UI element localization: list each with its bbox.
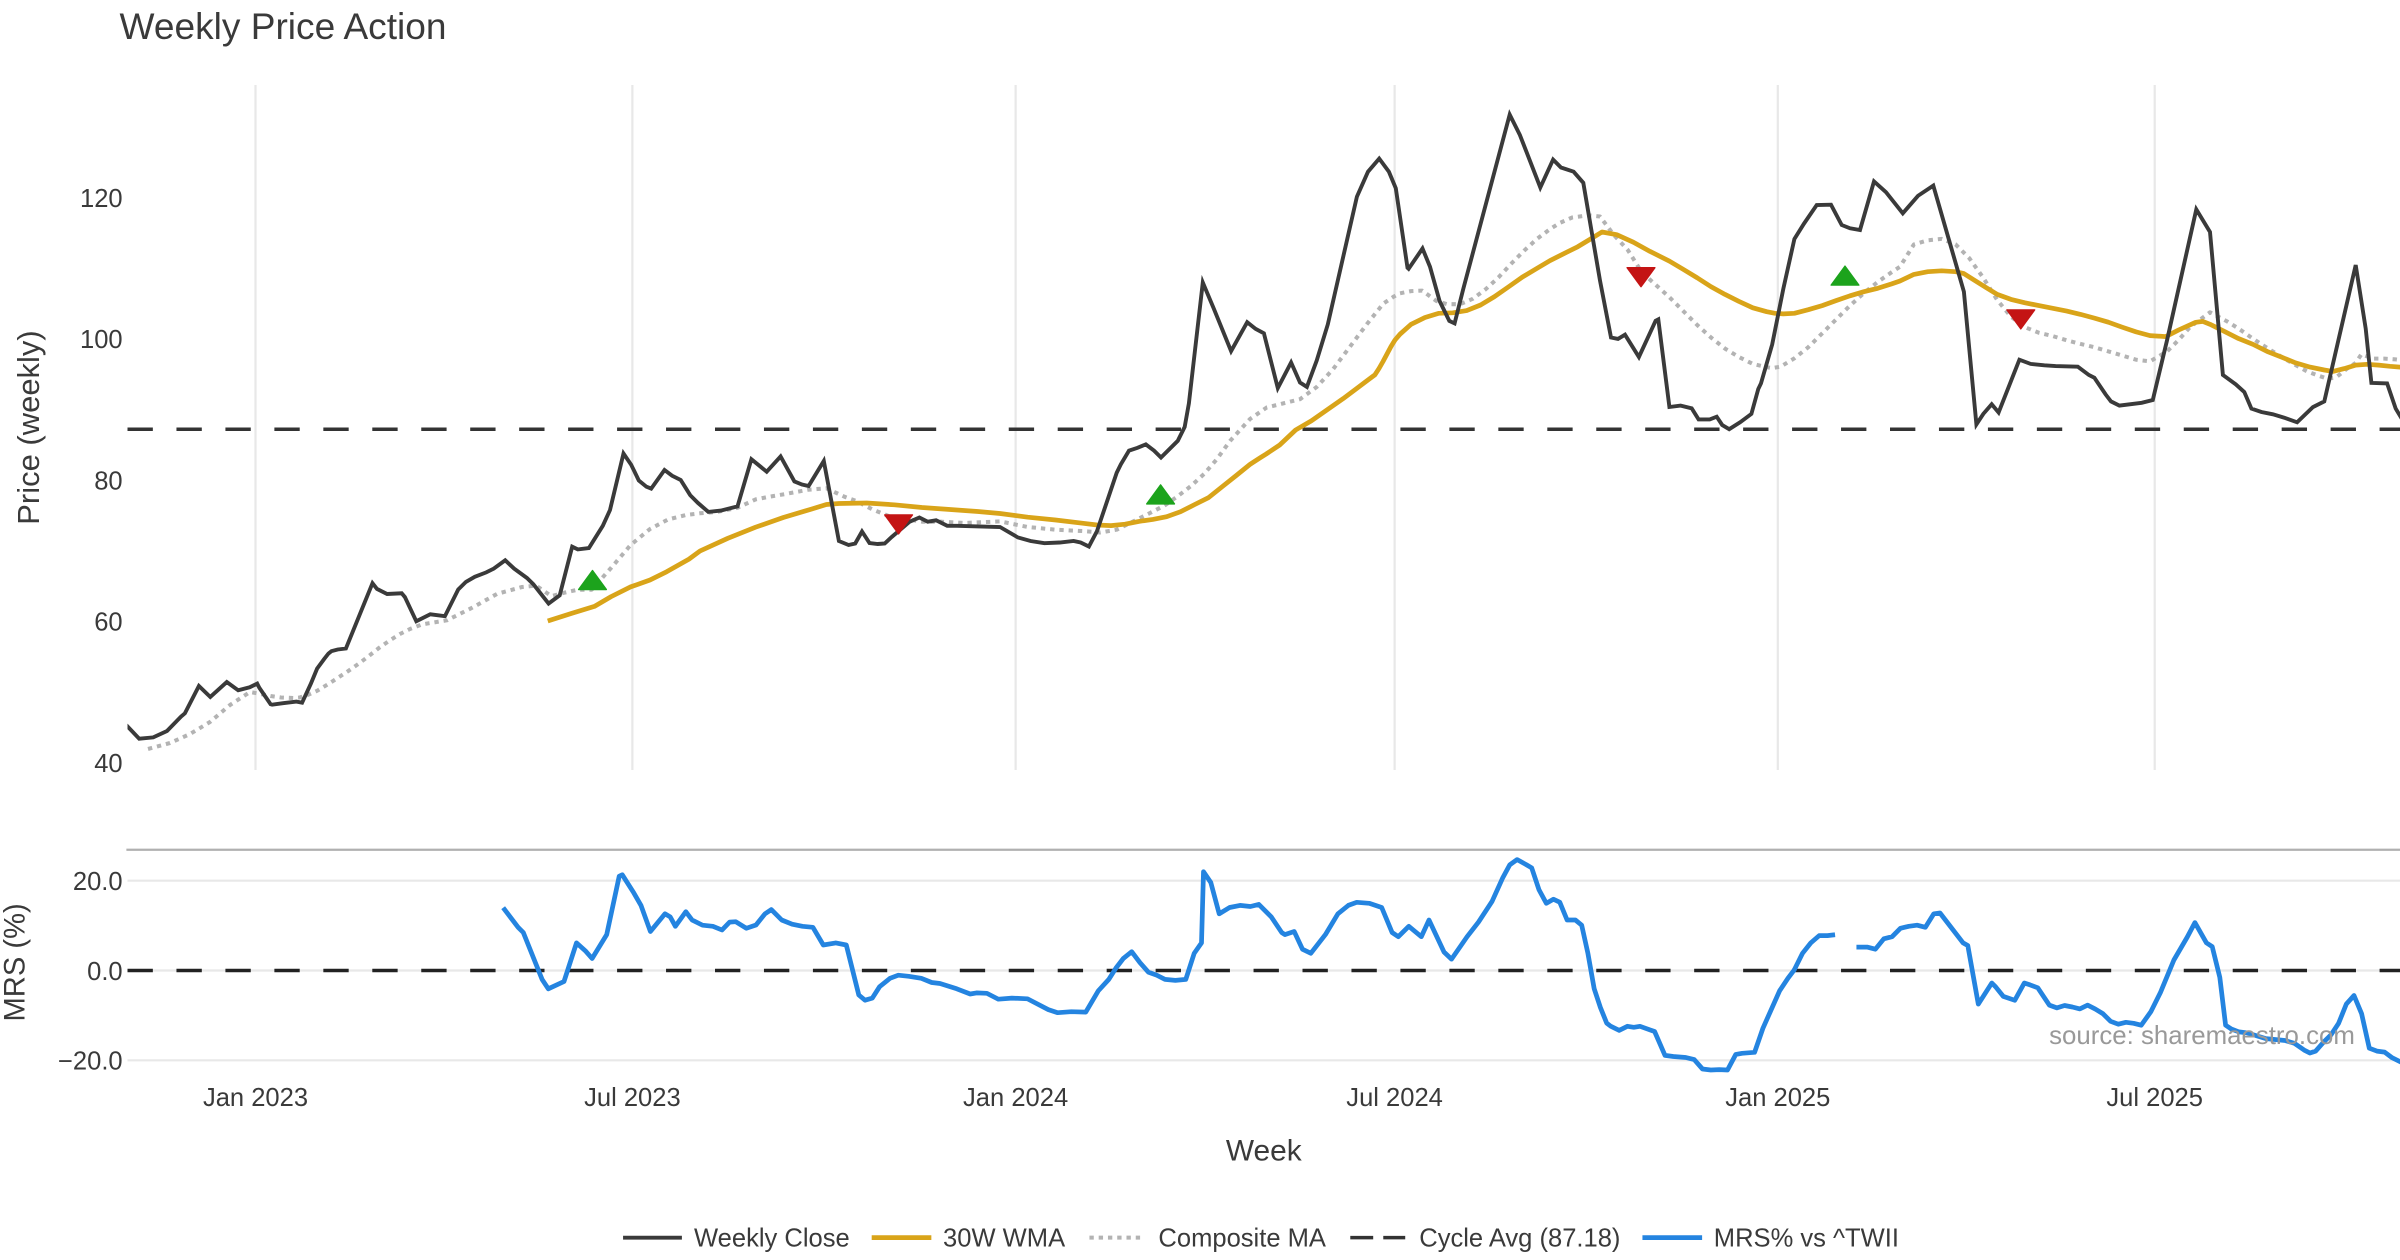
- svg-text:Week: Week: [1226, 1135, 1302, 1168]
- svg-text:MRS% vs ^TWII: MRS% vs ^TWII: [1714, 1225, 1899, 1253]
- svg-text:source: sharemaestro.com: source: sharemaestro.com: [2049, 1022, 2355, 1050]
- svg-text:Composite MA: Composite MA: [1158, 1225, 1326, 1253]
- svg-text:100: 100: [80, 326, 123, 354]
- svg-text:Weekly Close: Weekly Close: [694, 1225, 850, 1253]
- svg-text:40: 40: [94, 750, 122, 778]
- svg-text:Jul 2025: Jul 2025: [2106, 1084, 2203, 1112]
- svg-text:MRS (%): MRS (%): [0, 903, 31, 1021]
- svg-text:0.0: 0.0: [87, 958, 123, 986]
- svg-text:Jan 2025: Jan 2025: [1725, 1084, 1830, 1112]
- svg-text:Jan 2023: Jan 2023: [203, 1084, 308, 1112]
- svg-text:20.0: 20.0: [73, 868, 123, 896]
- svg-text:−20.0: −20.0: [58, 1048, 123, 1076]
- svg-text:80: 80: [94, 467, 122, 495]
- svg-text:Weekly Price Action: Weekly Price Action: [120, 5, 447, 47]
- svg-text:Jul 2023: Jul 2023: [584, 1084, 681, 1112]
- svg-text:30W WMA: 30W WMA: [943, 1225, 1065, 1253]
- svg-text:60: 60: [94, 609, 122, 637]
- svg-text:Price (weekly): Price (weekly): [11, 330, 46, 524]
- svg-text:120: 120: [80, 185, 123, 213]
- svg-text:Cycle Avg (87.18): Cycle Avg (87.18): [1419, 1225, 1620, 1253]
- svg-text:Jan 2024: Jan 2024: [963, 1084, 1068, 1112]
- svg-text:Jul 2024: Jul 2024: [1346, 1084, 1443, 1112]
